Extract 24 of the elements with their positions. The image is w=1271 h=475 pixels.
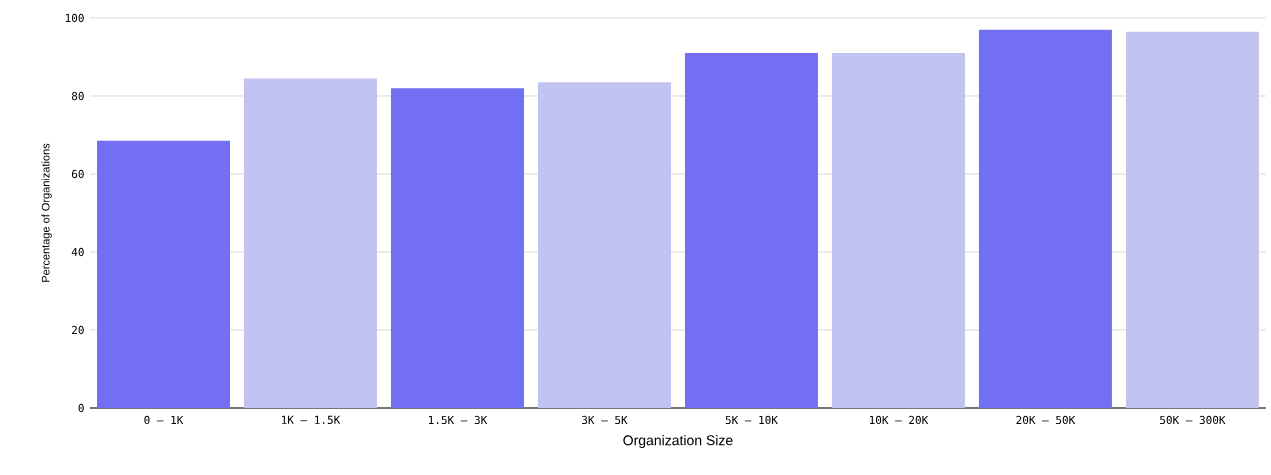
x-tick-label: 10K – 20K [869,415,929,425]
x-tick-label: 5K – 10K [725,415,778,425]
bar [831,53,965,408]
y-tick-label: 100 [65,13,84,23]
y-tick-label: 80 [71,91,84,101]
x-tick-label: 1.5K – 3K [428,415,488,425]
y-tick-label: 60 [71,169,84,179]
bar [537,82,671,408]
bar [1125,31,1259,408]
bar [684,53,818,408]
x-tick-label: 0 – 1K [144,415,184,425]
y-tick-label: 40 [71,247,84,257]
bar [97,140,230,408]
y-axis-title: Percentage of Organizations [41,143,52,282]
x-axis-title: Organization Size [623,434,733,449]
y-tick-label: 0 [78,403,84,413]
x-tick-label: 20K – 50K [1016,415,1076,425]
y-tick-label: 20 [72,325,84,335]
x-tick-label: 50K – 300K [1160,415,1226,425]
bar [243,78,377,408]
x-tick-label: 1K – 1.5K [282,415,341,424]
x-tick-label: 3K – 5K [582,415,628,425]
bar [978,29,1112,408]
bar [390,88,524,408]
